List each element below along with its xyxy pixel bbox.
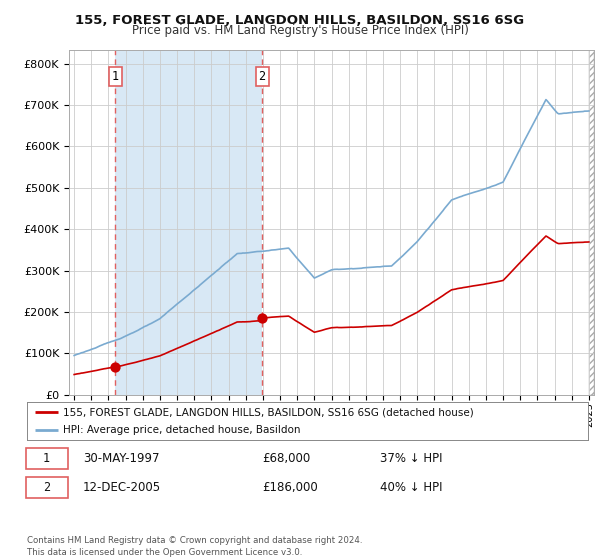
Point <box>257 314 267 323</box>
Text: £186,000: £186,000 <box>263 481 319 494</box>
Text: Price paid vs. HM Land Registry's House Price Index (HPI): Price paid vs. HM Land Registry's House … <box>131 24 469 37</box>
Text: 30-MAY-1997: 30-MAY-1997 <box>83 452 160 465</box>
Text: 155, FOREST GLADE, LANGDON HILLS, BASILDON, SS16 6SG: 155, FOREST GLADE, LANGDON HILLS, BASILD… <box>76 14 524 27</box>
Bar <box>589 50 594 395</box>
Text: Contains HM Land Registry data © Crown copyright and database right 2024.
This d: Contains HM Land Registry data © Crown c… <box>27 536 362 557</box>
FancyBboxPatch shape <box>26 477 68 498</box>
Point <box>110 362 120 371</box>
Text: £68,000: £68,000 <box>263 452 311 465</box>
Text: 40% ↓ HPI: 40% ↓ HPI <box>380 481 443 494</box>
Text: 37% ↓ HPI: 37% ↓ HPI <box>380 452 443 465</box>
Text: 2: 2 <box>43 481 50 494</box>
Text: 2: 2 <box>259 71 266 83</box>
FancyBboxPatch shape <box>26 448 68 469</box>
Text: 12-DEC-2005: 12-DEC-2005 <box>83 481 161 494</box>
Text: 1: 1 <box>43 452 50 465</box>
Text: 155, FOREST GLADE, LANGDON HILLS, BASILDON, SS16 6SG (detached house): 155, FOREST GLADE, LANGDON HILLS, BASILD… <box>64 407 474 417</box>
Text: HPI: Average price, detached house, Basildon: HPI: Average price, detached house, Basi… <box>64 425 301 435</box>
Bar <box>115 50 262 395</box>
Text: 1: 1 <box>112 71 119 83</box>
